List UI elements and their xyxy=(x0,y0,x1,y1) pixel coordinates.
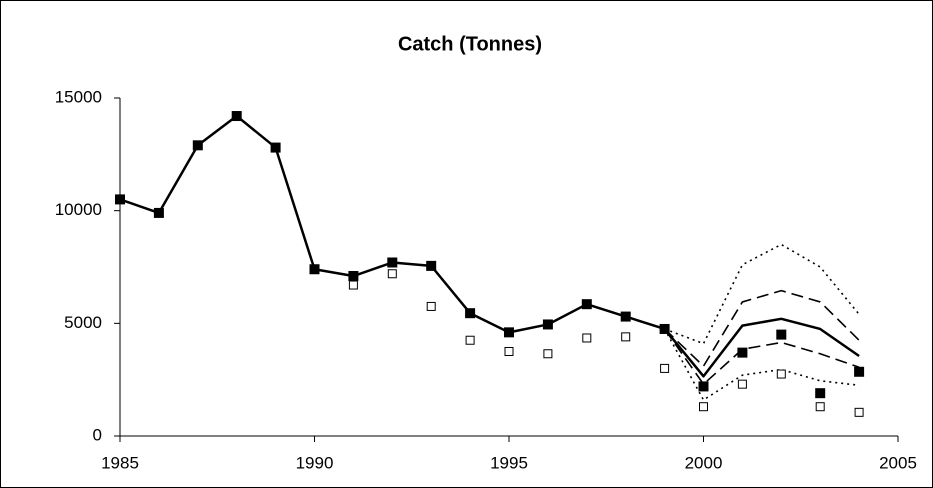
marker-open-square xyxy=(582,333,592,343)
marker-filled-square xyxy=(115,194,125,205)
marker-filled-square xyxy=(854,366,865,377)
marker-filled-square xyxy=(387,257,398,268)
marker-filled-square xyxy=(698,381,709,392)
marker-filled-square xyxy=(620,311,631,322)
marker-filled-square xyxy=(776,329,787,340)
marker-open-square xyxy=(504,347,514,356)
line-solid xyxy=(119,114,860,378)
marker-open-square xyxy=(815,402,825,412)
marker-filled-square xyxy=(426,260,437,271)
marker-open-square xyxy=(776,369,786,379)
line-dashed xyxy=(663,328,860,385)
x-tick-label: 1985 xyxy=(101,453,139,472)
marker-open-square xyxy=(543,349,553,359)
marker-open-square xyxy=(465,335,475,345)
marker-open-square xyxy=(699,402,708,412)
x-tick-label: 1995 xyxy=(490,453,528,472)
marker-open-square xyxy=(426,301,436,311)
marker-open-square xyxy=(621,332,631,342)
y-tick-label: 0 xyxy=(93,425,102,444)
marker-open-square xyxy=(387,269,397,279)
marker-filled-square xyxy=(504,327,514,338)
marker-filled-square xyxy=(153,207,164,218)
marker-filled-square xyxy=(659,323,670,334)
marker-filled-square xyxy=(581,299,592,310)
marker-filled-square xyxy=(231,111,242,122)
y-tick-label: 15000 xyxy=(55,87,102,106)
y-tick-label: 5000 xyxy=(64,313,102,332)
marker-open-square xyxy=(660,363,670,373)
line-dashed xyxy=(664,289,860,367)
line-dotted xyxy=(663,328,860,401)
line-dotted xyxy=(664,243,860,345)
marker-open-square xyxy=(737,379,747,389)
marker-open-square xyxy=(348,280,358,290)
marker-filled-square xyxy=(309,264,320,275)
chart-title: Catch (Tonnes) xyxy=(398,33,542,55)
marker-filled-square xyxy=(465,308,476,319)
marker-filled-square xyxy=(270,142,281,153)
y-tick-label: 10000 xyxy=(55,200,102,219)
x-tick-label: 1990 xyxy=(296,453,334,472)
marker-filled-square xyxy=(815,388,826,399)
x-tick-label: 2005 xyxy=(879,453,917,472)
marker-filled-square xyxy=(542,319,553,330)
marker-open-square xyxy=(854,407,864,417)
marker-filled-square xyxy=(348,271,359,282)
x-tick-label: 2000 xyxy=(685,453,723,472)
marker-filled-square xyxy=(192,140,203,151)
marker-filled-square xyxy=(737,347,748,358)
